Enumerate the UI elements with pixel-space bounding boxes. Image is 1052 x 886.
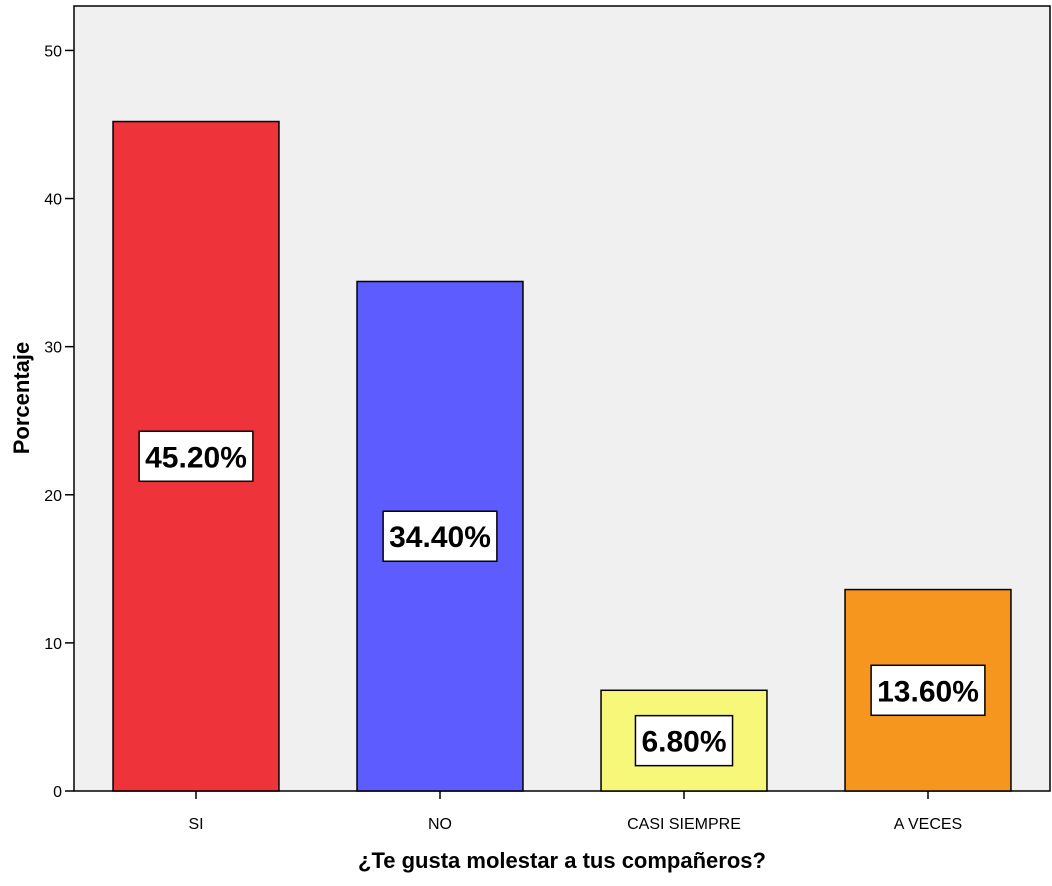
x-tick-label: SI <box>188 816 203 833</box>
y-tick-label: 20 <box>44 488 62 505</box>
y-tick-label: 30 <box>44 340 62 357</box>
data-label: 13.60% <box>877 675 979 708</box>
data-label-box <box>634 714 734 767</box>
x-axis-ticks: SI NO CASI SIEMPRE A VECES <box>188 791 962 833</box>
y-axis-title: Porcentaje <box>9 342 34 455</box>
data-label: 45.20% <box>145 441 247 474</box>
y-tick-label: 10 <box>44 636 62 653</box>
data-label: 34.40% <box>389 521 491 554</box>
data-labels-group: 45.20% 34.40% 6.80% 13.60% <box>138 430 986 767</box>
y-axis-ticks: 0 10 20 30 40 50 <box>44 43 74 801</box>
x-tick-label: NO <box>428 816 452 833</box>
y-tick-label: 40 <box>44 192 62 209</box>
x-tick-label: CASI SIEMPRE <box>627 816 741 833</box>
x-axis-title: ¿Te gusta molestar a tus compañeros? <box>358 848 766 873</box>
data-label-box <box>870 664 986 717</box>
data-label-box <box>382 510 498 562</box>
data-label: 6.80% <box>641 726 726 759</box>
y-tick-label: 0 <box>53 784 62 801</box>
data-label-box <box>138 430 254 483</box>
y-tick-label: 50 <box>44 43 62 60</box>
x-tick-label: A VECES <box>894 816 962 833</box>
